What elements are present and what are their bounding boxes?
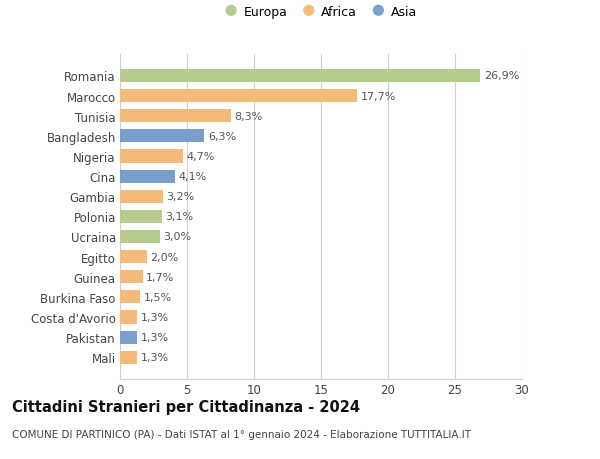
Bar <box>120 130 205 143</box>
Text: 6,3%: 6,3% <box>208 132 236 141</box>
Text: 1,7%: 1,7% <box>146 272 175 282</box>
Text: 17,7%: 17,7% <box>361 91 396 101</box>
Bar <box>120 230 160 243</box>
Legend: Europa, Africa, Asia: Europa, Africa, Asia <box>223 3 419 21</box>
Text: 4,7%: 4,7% <box>187 151 215 162</box>
Text: 3,2%: 3,2% <box>166 192 194 202</box>
Bar <box>120 190 163 203</box>
Text: Cittadini Stranieri per Cittadinanza - 2024: Cittadini Stranieri per Cittadinanza - 2… <box>12 399 360 414</box>
Text: 2,0%: 2,0% <box>150 252 178 262</box>
Bar <box>120 90 357 103</box>
Text: 8,3%: 8,3% <box>235 112 263 122</box>
Bar <box>120 291 140 304</box>
Bar <box>120 331 137 344</box>
Text: 1,3%: 1,3% <box>141 332 169 342</box>
Bar <box>120 210 161 224</box>
Text: 3,1%: 3,1% <box>165 212 193 222</box>
Text: 1,3%: 1,3% <box>141 353 169 363</box>
Text: 4,1%: 4,1% <box>178 172 206 182</box>
Bar <box>120 150 183 163</box>
Text: 3,0%: 3,0% <box>164 232 191 242</box>
Bar <box>120 351 137 364</box>
Bar <box>120 271 143 284</box>
Text: 26,9%: 26,9% <box>484 71 519 81</box>
Bar <box>120 311 137 324</box>
Text: 1,5%: 1,5% <box>143 292 172 302</box>
Bar <box>120 110 231 123</box>
Bar <box>120 170 175 183</box>
Text: COMUNE DI PARTINICO (PA) - Dati ISTAT al 1° gennaio 2024 - Elaborazione TUTTITAL: COMUNE DI PARTINICO (PA) - Dati ISTAT al… <box>12 429 471 439</box>
Text: 1,3%: 1,3% <box>141 312 169 322</box>
Bar <box>120 70 481 83</box>
Bar <box>120 251 147 263</box>
